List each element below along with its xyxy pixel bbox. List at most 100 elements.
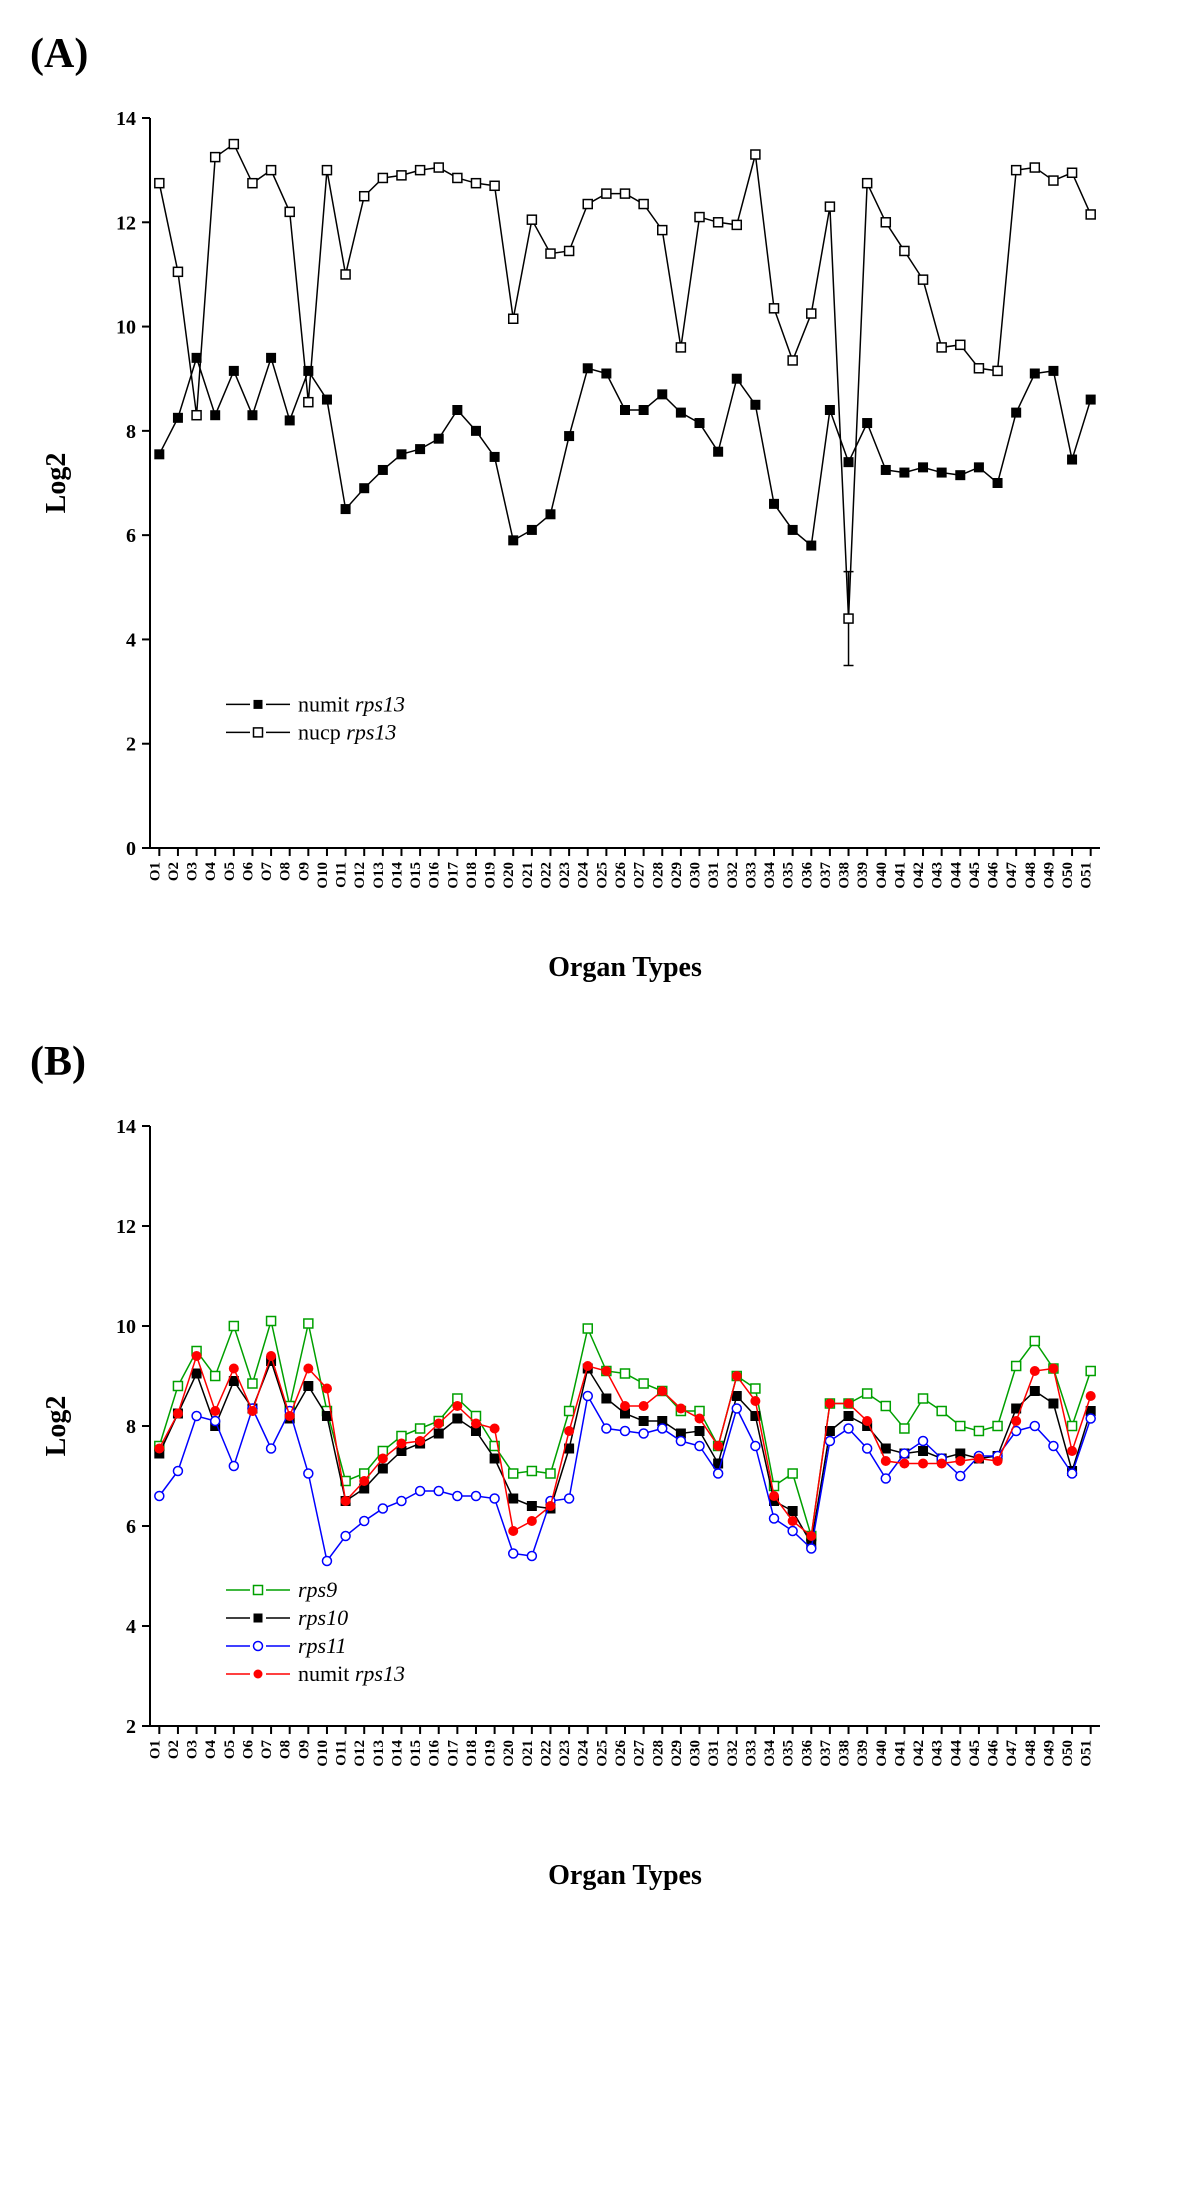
svg-text:O9: O9 [296, 1740, 312, 1759]
svg-text:O25: O25 [594, 1740, 610, 1767]
svg-text:O2: O2 [166, 1740, 182, 1759]
svg-text:O31: O31 [706, 862, 722, 889]
svg-text:O17: O17 [445, 1740, 461, 1767]
svg-text:8: 8 [126, 1416, 136, 1438]
svg-text:rps9: rps9 [298, 1577, 337, 1602]
svg-text:O11: O11 [334, 862, 350, 888]
svg-text:O39: O39 [855, 862, 871, 889]
svg-text:O44: O44 [948, 1740, 964, 1767]
svg-text:O4: O4 [203, 1740, 219, 1760]
svg-text:12: 12 [116, 1216, 136, 1238]
svg-text:O8: O8 [278, 862, 294, 881]
svg-text:O5: O5 [222, 1740, 238, 1759]
panel-a-wrap: (A) 02468101214O1O2O3O4O5O6O7O8O9O10O11O… [30, 30, 1170, 988]
svg-text:O21: O21 [520, 862, 536, 889]
svg-text:O47: O47 [1004, 862, 1020, 889]
svg-text:10: 10 [116, 317, 136, 339]
svg-text:O49: O49 [1041, 862, 1057, 889]
svg-text:O3: O3 [185, 862, 201, 881]
svg-text:2: 2 [126, 734, 136, 756]
svg-text:O30: O30 [688, 862, 704, 889]
svg-text:O36: O36 [799, 1740, 815, 1767]
svg-text:O2: O2 [166, 862, 182, 881]
svg-text:O27: O27 [632, 1740, 648, 1767]
svg-text:O35: O35 [781, 1740, 797, 1767]
panel-b-wrap: (B) 2468101214O1O2O3O4O5O6O7O8O9O10O11O1… [30, 1038, 1170, 1896]
svg-text:O41: O41 [892, 1740, 908, 1767]
svg-text:8: 8 [126, 421, 136, 443]
svg-text:O1: O1 [147, 1740, 163, 1759]
svg-text:O1: O1 [147, 862, 163, 881]
svg-text:O36: O36 [799, 862, 815, 889]
svg-text:O15: O15 [408, 1740, 424, 1767]
panel-a-label: (A) [30, 30, 1170, 78]
svg-text:0: 0 [126, 838, 136, 860]
svg-text:10: 10 [116, 1316, 136, 1338]
svg-text:O4: O4 [203, 862, 219, 882]
svg-text:O46: O46 [986, 1740, 1002, 1767]
svg-text:O38: O38 [837, 862, 853, 889]
svg-text:O46: O46 [986, 862, 1002, 889]
svg-text:O10: O10 [315, 1740, 331, 1767]
svg-text:O40: O40 [874, 862, 890, 889]
svg-text:O19: O19 [483, 862, 499, 889]
svg-text:O27: O27 [632, 862, 648, 889]
svg-text:6: 6 [126, 1516, 136, 1538]
svg-text:O37: O37 [818, 862, 834, 889]
svg-text:O3: O3 [185, 1740, 201, 1759]
svg-text:O51: O51 [1079, 1740, 1095, 1767]
svg-text:14: 14 [116, 1116, 136, 1138]
svg-text:O7: O7 [259, 862, 275, 882]
panel-b-label: (B) [30, 1038, 1170, 1086]
svg-text:O33: O33 [743, 862, 759, 889]
svg-text:O17: O17 [445, 862, 461, 889]
svg-text:O20: O20 [501, 1740, 517, 1767]
svg-text:O28: O28 [650, 862, 666, 889]
svg-text:O15: O15 [408, 862, 424, 889]
svg-text:nucp rps13: nucp rps13 [298, 719, 396, 744]
svg-text:O6: O6 [240, 862, 256, 882]
svg-text:O43: O43 [930, 862, 946, 889]
svg-text:O50: O50 [1060, 1740, 1076, 1767]
svg-text:O42: O42 [911, 862, 927, 889]
svg-text:4: 4 [126, 1616, 136, 1638]
svg-text:O47: O47 [1004, 1740, 1020, 1767]
svg-text:O9: O9 [296, 862, 312, 881]
svg-text:O48: O48 [1023, 862, 1039, 889]
svg-text:O22: O22 [538, 862, 554, 889]
svg-text:14: 14 [116, 108, 136, 130]
svg-text:Log2: Log2 [41, 1396, 72, 1457]
svg-text:O44: O44 [948, 862, 964, 889]
svg-text:O42: O42 [911, 1740, 927, 1767]
svg-text:O7: O7 [259, 1740, 275, 1760]
svg-text:O22: O22 [538, 1740, 554, 1767]
svg-text:rps10: rps10 [298, 1605, 348, 1630]
svg-text:O24: O24 [576, 862, 592, 889]
svg-text:numit rps13: numit rps13 [298, 1661, 405, 1686]
svg-text:Organ Types: Organ Types [548, 1860, 702, 1891]
svg-text:O16: O16 [427, 862, 443, 889]
svg-text:O34: O34 [762, 862, 778, 889]
svg-text:O41: O41 [892, 862, 908, 889]
svg-text:O35: O35 [781, 862, 797, 889]
svg-text:O34: O34 [762, 1740, 778, 1767]
svg-text:O21: O21 [520, 1740, 536, 1767]
svg-text:O12: O12 [352, 862, 368, 889]
svg-text:rps11: rps11 [298, 1633, 347, 1658]
svg-text:O26: O26 [613, 862, 629, 889]
svg-text:O29: O29 [669, 862, 685, 889]
svg-text:O12: O12 [352, 1740, 368, 1767]
svg-text:O20: O20 [501, 862, 517, 889]
svg-text:O51: O51 [1079, 862, 1095, 889]
svg-text:O16: O16 [427, 1740, 443, 1767]
svg-text:Log2: Log2 [41, 453, 72, 514]
svg-text:O8: O8 [278, 1740, 294, 1759]
svg-text:O18: O18 [464, 862, 480, 889]
svg-text:O23: O23 [557, 1740, 573, 1767]
svg-text:O6: O6 [240, 1740, 256, 1760]
chart-a: 02468101214O1O2O3O4O5O6O7O8O9O10O11O12O1… [30, 88, 1170, 988]
svg-text:O29: O29 [669, 1740, 685, 1767]
svg-text:O14: O14 [389, 862, 405, 889]
svg-text:O5: O5 [222, 862, 238, 881]
svg-text:O38: O38 [837, 1740, 853, 1767]
